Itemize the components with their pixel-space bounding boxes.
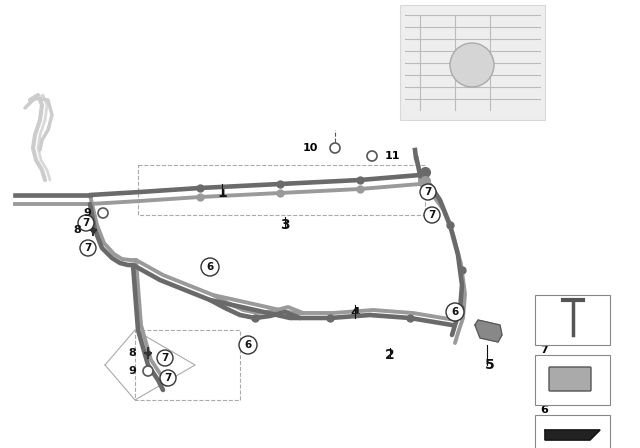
Circle shape [446, 303, 464, 321]
Text: 6: 6 [540, 405, 548, 415]
Circle shape [201, 258, 219, 276]
Text: 7: 7 [84, 243, 92, 253]
Text: 6: 6 [206, 262, 214, 272]
Text: 9: 9 [83, 208, 91, 218]
Text: 6: 6 [451, 307, 459, 317]
Text: 7: 7 [540, 345, 548, 355]
Text: 7: 7 [83, 218, 90, 228]
Text: 3: 3 [280, 218, 290, 232]
Text: 458613: 458613 [552, 433, 592, 443]
Polygon shape [475, 320, 502, 342]
Text: 4: 4 [350, 306, 360, 320]
Text: 1: 1 [217, 186, 227, 200]
FancyBboxPatch shape [549, 367, 591, 391]
Text: 6: 6 [244, 340, 252, 350]
Circle shape [80, 240, 96, 256]
Text: 2: 2 [385, 348, 395, 362]
Circle shape [367, 151, 377, 161]
Text: 7: 7 [164, 373, 172, 383]
Text: 7: 7 [428, 210, 436, 220]
Text: 5: 5 [485, 358, 495, 372]
Text: 10: 10 [303, 143, 318, 153]
Circle shape [143, 366, 153, 376]
Bar [535, 415, 610, 448]
Circle shape [450, 43, 494, 87]
Circle shape [424, 207, 440, 223]
Circle shape [157, 350, 173, 366]
Text: 11: 11 [385, 151, 401, 161]
FancyBboxPatch shape [400, 5, 545, 120]
Text: 9: 9 [128, 366, 136, 376]
Circle shape [160, 370, 176, 386]
Text: 7: 7 [424, 187, 432, 197]
Text: 8: 8 [73, 225, 81, 235]
Circle shape [420, 184, 436, 200]
Circle shape [98, 208, 108, 218]
Circle shape [330, 143, 340, 153]
Polygon shape [545, 430, 600, 440]
Text: 8: 8 [128, 348, 136, 358]
Bar [535, 295, 610, 345]
Circle shape [78, 215, 94, 231]
Circle shape [239, 336, 257, 354]
Bar [535, 355, 610, 405]
Text: 7: 7 [161, 353, 169, 363]
